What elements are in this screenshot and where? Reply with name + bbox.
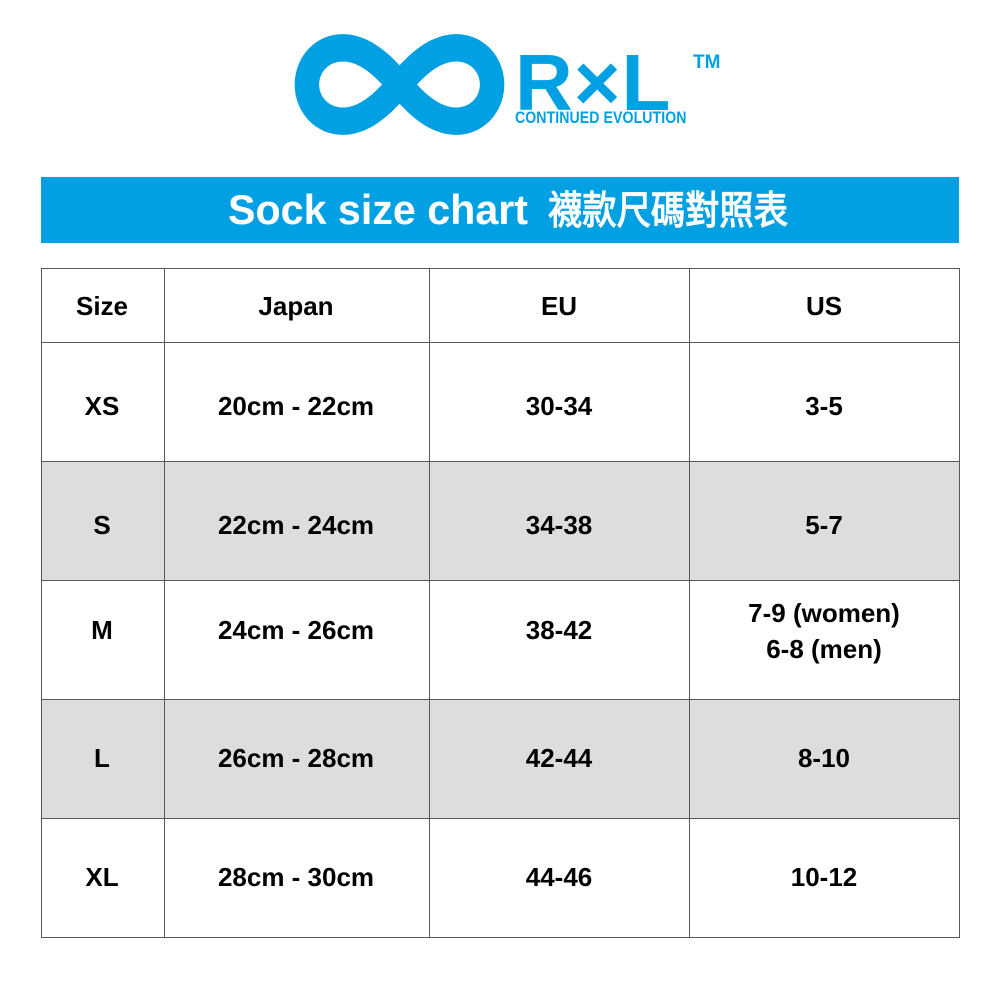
svg-text:TM: TM	[693, 52, 720, 73]
svg-text:CONTINUED EVOLUTION: CONTINUED EVOLUTION	[515, 109, 687, 127]
svg-text:R×L: R×L	[515, 38, 671, 127]
